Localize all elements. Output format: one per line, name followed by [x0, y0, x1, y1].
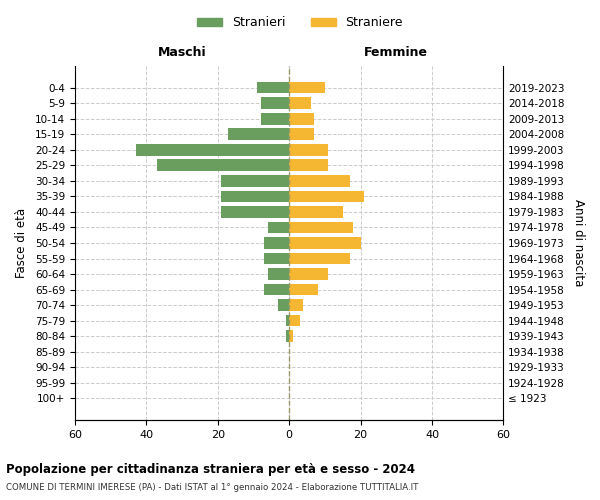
Bar	[289, 237, 361, 249]
Bar	[289, 284, 318, 296]
Bar	[289, 82, 325, 94]
Bar	[264, 252, 289, 264]
Bar	[286, 315, 289, 326]
Bar	[289, 252, 350, 264]
Text: COMUNE DI TERMINI IMERESE (PA) - Dati ISTAT al 1° gennaio 2024 - Elaborazione TU: COMUNE DI TERMINI IMERESE (PA) - Dati IS…	[6, 483, 418, 492]
Bar	[289, 175, 350, 186]
Bar	[289, 113, 314, 124]
Bar	[286, 330, 289, 342]
Bar	[260, 113, 289, 124]
Bar	[289, 300, 304, 311]
Bar	[136, 144, 289, 156]
Y-axis label: Anni di nascita: Anni di nascita	[572, 200, 585, 286]
Bar	[264, 237, 289, 249]
Bar	[289, 190, 364, 202]
Bar	[289, 144, 328, 156]
Bar	[289, 268, 328, 280]
Y-axis label: Fasce di età: Fasce di età	[15, 208, 28, 278]
Bar	[221, 190, 289, 202]
Bar	[278, 300, 289, 311]
Bar	[157, 160, 289, 171]
Bar	[268, 222, 289, 234]
Bar	[221, 175, 289, 186]
Bar	[257, 82, 289, 94]
Bar	[289, 330, 293, 342]
Bar	[289, 206, 343, 218]
Bar	[289, 315, 300, 326]
Bar	[289, 128, 314, 140]
Bar	[221, 206, 289, 218]
Bar	[264, 284, 289, 296]
Text: Femmine: Femmine	[364, 46, 428, 59]
Legend: Stranieri, Straniere: Stranieri, Straniere	[192, 11, 408, 34]
Bar	[289, 160, 328, 171]
Bar	[229, 128, 289, 140]
Bar	[260, 98, 289, 109]
Bar	[289, 222, 353, 234]
Text: Maschi: Maschi	[158, 46, 206, 59]
Text: Popolazione per cittadinanza straniera per età e sesso - 2024: Popolazione per cittadinanza straniera p…	[6, 462, 415, 475]
Bar	[289, 98, 311, 109]
Bar	[268, 268, 289, 280]
